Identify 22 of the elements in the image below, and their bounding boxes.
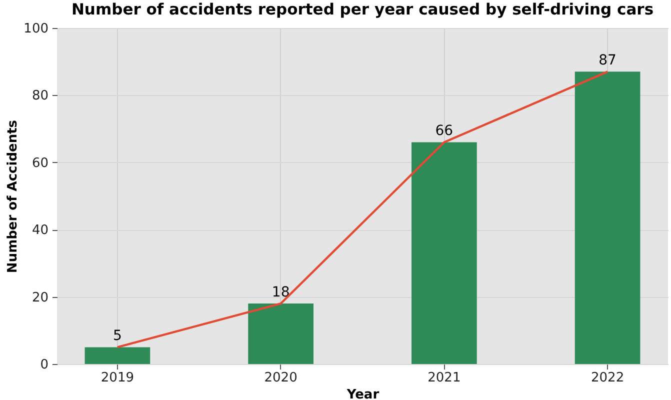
x-tick-label: 2022 xyxy=(591,370,624,386)
y-tick-label: 20 xyxy=(32,290,48,306)
x-tick-label: 2021 xyxy=(428,370,461,386)
chart-title: Number of accidents reported per year caused by self-driving cars xyxy=(71,0,654,18)
bar xyxy=(248,304,314,364)
y-tick-label: 60 xyxy=(32,156,48,171)
x-axis-title: Year xyxy=(346,388,380,400)
data-label: 18 xyxy=(272,284,290,301)
y-axis-title: Number of Accidents xyxy=(6,120,21,274)
bar xyxy=(574,72,640,364)
line-series xyxy=(116,70,609,348)
data-label: 87 xyxy=(598,52,616,69)
y-tick-label: 100 xyxy=(24,22,48,36)
bar xyxy=(412,142,477,364)
y-tick-label: 0 xyxy=(40,358,48,372)
x-tick-label: 2020 xyxy=(264,370,298,386)
data-label: 5 xyxy=(112,328,122,344)
y-tick-label: 80 xyxy=(32,88,48,104)
bar xyxy=(84,347,150,364)
x-tick-label: 2019 xyxy=(100,370,134,386)
data-label: 66 xyxy=(435,123,454,140)
y-tick-label: 40 xyxy=(32,223,48,238)
